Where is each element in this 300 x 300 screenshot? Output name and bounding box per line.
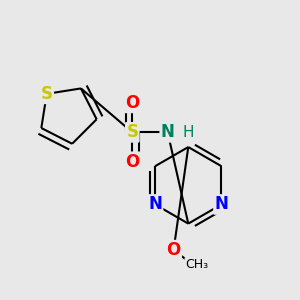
Text: S: S <box>41 85 53 103</box>
Text: H: H <box>182 125 194 140</box>
Text: CH₃: CH₃ <box>185 258 209 271</box>
Text: O: O <box>125 94 140 112</box>
Text: S: S <box>126 123 138 141</box>
Text: N: N <box>214 196 228 214</box>
Text: O: O <box>167 241 181 259</box>
Text: N: N <box>161 123 175 141</box>
Text: N: N <box>148 196 162 214</box>
Text: O: O <box>125 153 140 171</box>
